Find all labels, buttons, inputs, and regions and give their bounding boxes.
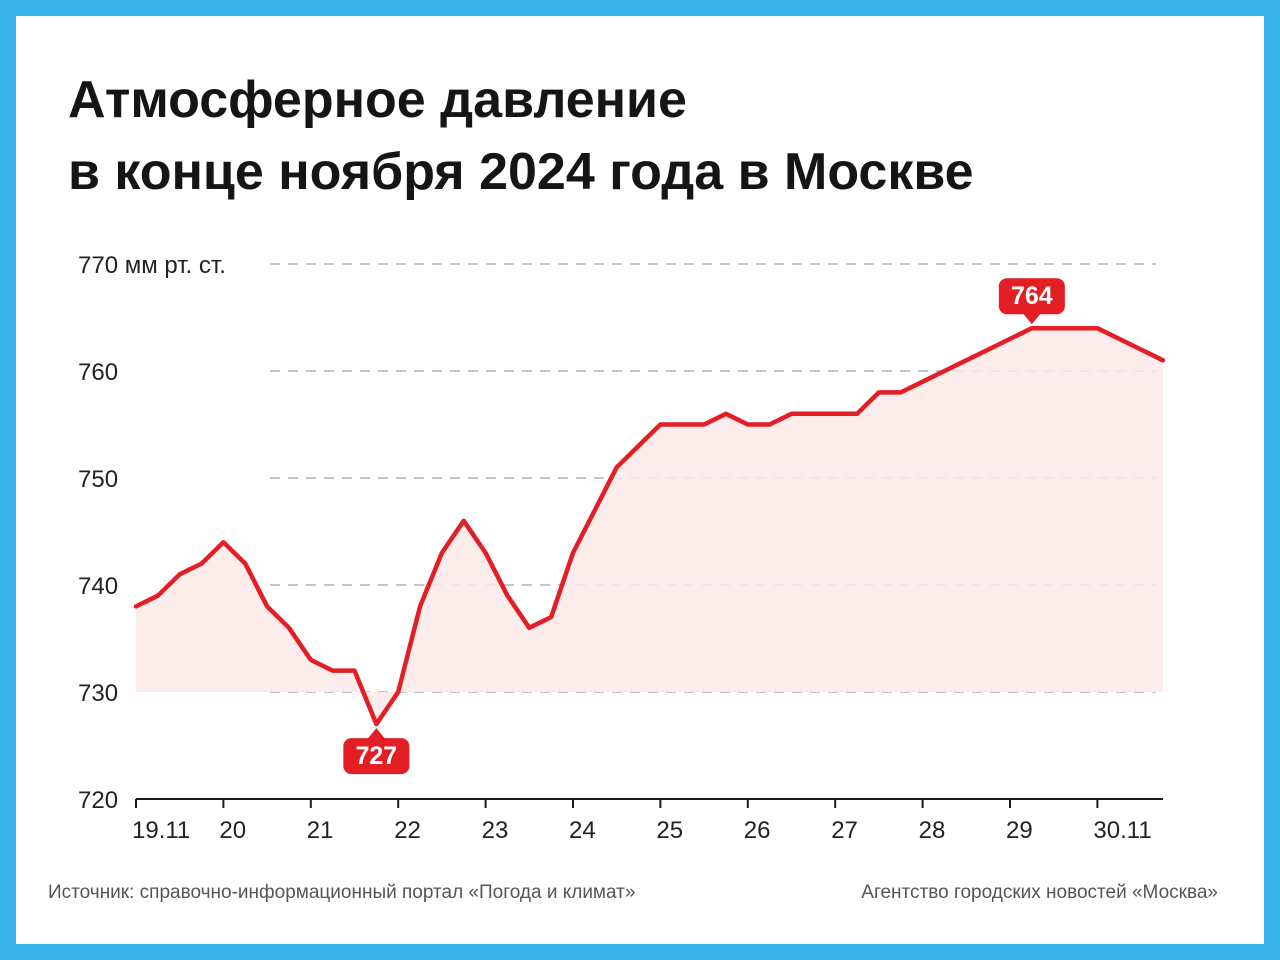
tick-labels: 720 730 740 750 760 770 мм рт. ст. 19.11 20 21 22…	[78, 252, 1152, 844]
y-tick-label: 770 мм рт. ст.	[78, 252, 226, 279]
y-tick-label: 720	[78, 787, 118, 814]
callout-box	[998, 278, 1065, 315]
callout-pointer	[367, 728, 386, 740]
y-tick-label: 740	[78, 573, 118, 600]
title-line-2: в конце ноября 2024 года в Москве	[68, 143, 974, 201]
x-tick-label: 20	[219, 817, 246, 844]
x-tick-label: 24	[569, 817, 596, 844]
data-label-727: 727	[343, 728, 410, 775]
y-tick-label: 730	[78, 680, 118, 707]
chart-title: Атмосферное давление в конце ноября 2024…	[68, 64, 974, 208]
y-tick-label: 760	[78, 359, 118, 386]
data-label-764: 764	[998, 278, 1065, 325]
y-tick-label: 750	[78, 466, 118, 493]
infographic-card: Атмосферное давление в конце ноября 2024…	[16, 16, 1264, 944]
x-tick-label: 29	[1006, 817, 1033, 844]
agency-credit: Агентство городских новостей «Москва»	[861, 882, 1218, 903]
x-tick-label: 19.11	[132, 817, 190, 844]
title-line-1: Атмосферное давление	[68, 71, 687, 129]
annotations: 727 764	[343, 278, 1065, 775]
axes	[135, 798, 1163, 808]
x-tick-label: 30.11	[1093, 817, 1151, 844]
series-line	[133, 325, 1166, 727]
x-tick-label: 27	[831, 817, 858, 844]
x-tick-label: 28	[919, 817, 946, 844]
x-tick-label: 26	[744, 817, 771, 844]
callout-box	[343, 738, 410, 775]
x-tick-label: 21	[307, 817, 334, 844]
area-fill	[136, 328, 1163, 725]
x-tick-label: 23	[482, 817, 509, 844]
pressure-line-chart: 720 730 740 750 760 770 мм рт. ст. 19.11 20 21 22…	[78, 252, 1166, 844]
x-tick-label: 22	[394, 817, 421, 844]
callout-text: 764	[1011, 282, 1053, 310]
callout-pointer	[1022, 313, 1041, 325]
callout-text: 727	[355, 742, 397, 770]
x-tick-label: 25	[656, 817, 683, 844]
source-note: Источник: справочно-информационный порта…	[48, 882, 636, 903]
